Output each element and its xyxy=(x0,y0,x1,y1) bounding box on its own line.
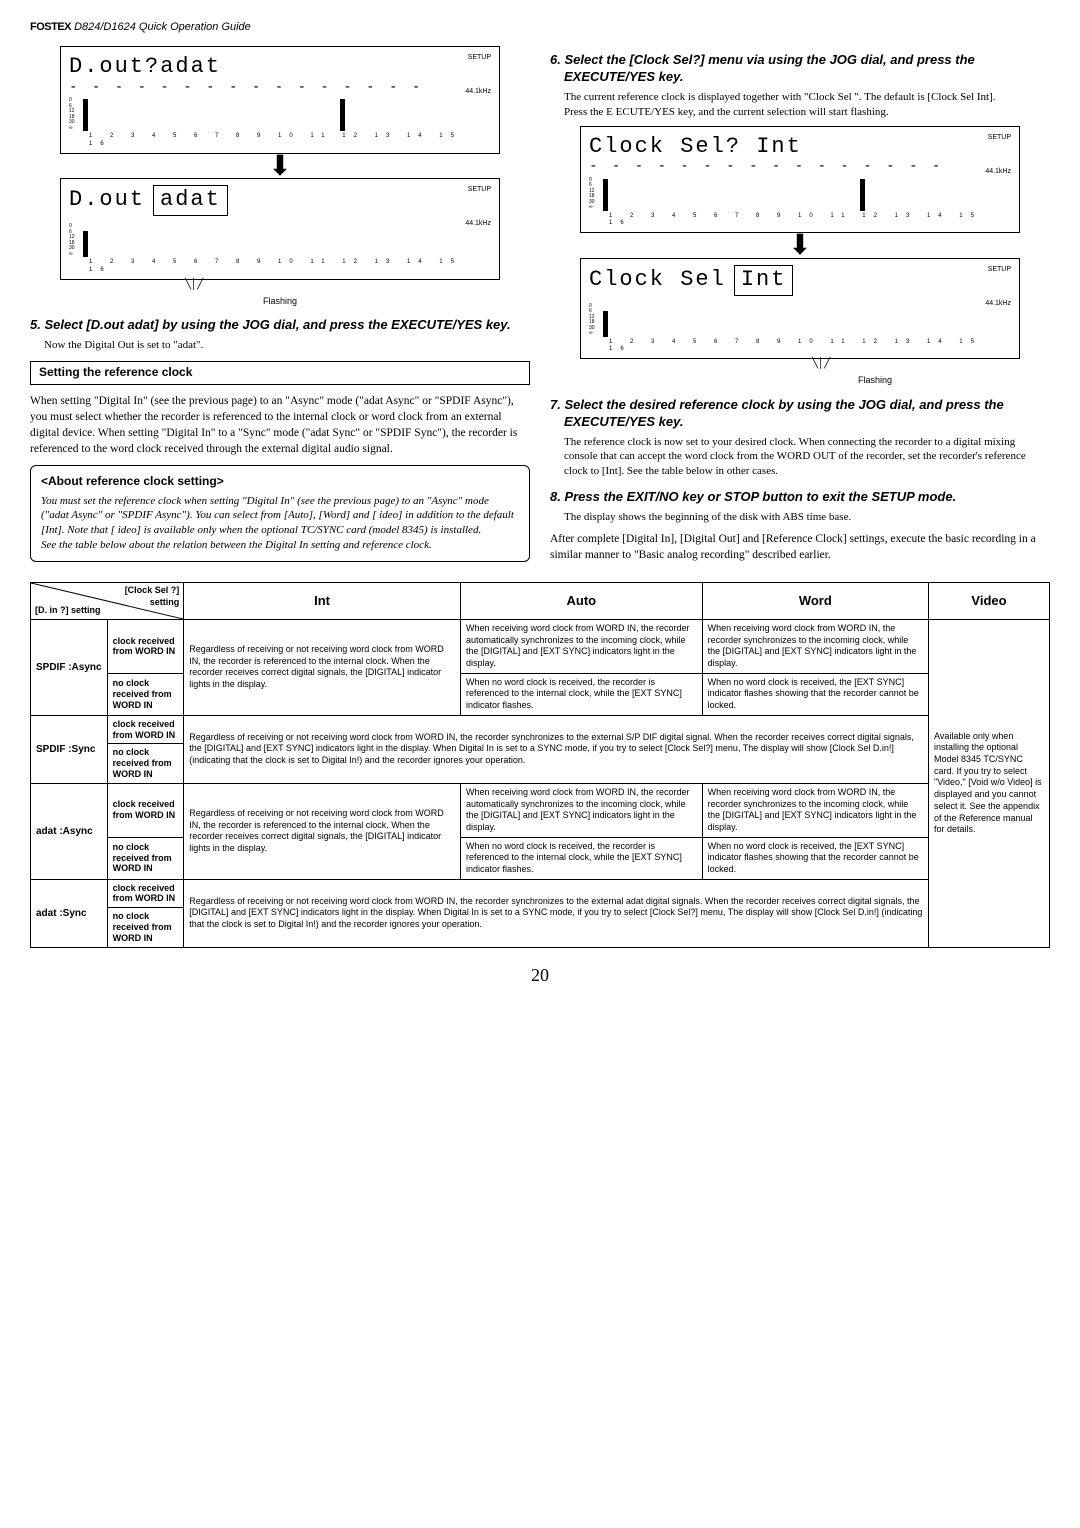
lcd-display-3: SETUP Clock Sel? Int - - - - - - - - - -… xyxy=(580,126,1020,233)
reference-clock-table: [Clock Sel ?] setting [D. in ?] setting … xyxy=(30,582,1050,948)
lcd-display-2: SETUP D.out adat 44.1kHz 06121830∞ 1 2 3… xyxy=(60,178,500,279)
row-adat-sync: adat :Sync xyxy=(31,879,108,947)
col-word: Word xyxy=(702,583,928,620)
left-column: SETUP D.out?adat - - - - - - - - - - - -… xyxy=(30,42,530,570)
row-spdif-async: SPDIF :Async xyxy=(31,620,108,716)
col-auto: Auto xyxy=(460,583,702,620)
arrow-icon: ⬇ xyxy=(60,158,500,175)
step-5-heading: 5. Select [D.out adat] by using the JOG … xyxy=(30,317,530,334)
arrow-icon: ⬇ xyxy=(580,237,1020,254)
body-paragraph: When setting "Digital In" (see the previ… xyxy=(30,393,530,457)
after-paragraph: After complete [Digital In], [Digital Ou… xyxy=(550,531,1050,563)
video-cell: Available only when installing the optio… xyxy=(929,620,1050,948)
brand: FOSTEX xyxy=(30,21,71,33)
col-int: Int xyxy=(184,583,461,620)
step-8-body: The display shows the beginning of the d… xyxy=(564,510,1050,525)
step-6-heading: 6. Select the [Clock Sel?] menu via usin… xyxy=(550,52,1050,86)
step-7-heading: 7. Select the desired reference clock by… xyxy=(550,397,1050,431)
row-adat-async: adat :Async xyxy=(31,783,108,879)
note-heading: <About reference clock setting> xyxy=(41,474,519,490)
lcd-display-4: SETUP Clock Sel Int 44.1kHz 06121830∞ 1 … xyxy=(580,258,1020,359)
lcd-display-1: SETUP D.out?adat - - - - - - - - - - - -… xyxy=(60,46,500,153)
page-header: FOSTEX D824/D1624 Quick Operation Guide xyxy=(30,20,1050,34)
note-body: You must set the reference clock when se… xyxy=(41,494,519,553)
step-8-heading: 8. Press the EXIT/NO key or STOP button … xyxy=(550,489,1050,506)
doc-title: D824/D1624 Quick Operation Guide xyxy=(74,21,251,33)
step-6-body: The current reference clock is displayed… xyxy=(564,90,1050,120)
step-5-body: Now the Digital Out is set to "adat". xyxy=(44,338,530,353)
section-heading: Setting the reference clock xyxy=(30,361,530,385)
page-number: 20 xyxy=(30,964,1050,987)
step-7-body: The reference clock is now set to your d… xyxy=(564,435,1050,480)
note-box: <About reference clock setting> You must… xyxy=(30,465,530,562)
right-column: 6. Select the [Clock Sel?] menu via usin… xyxy=(550,42,1050,570)
table-corner: [Clock Sel ?] setting [D. in ?] setting xyxy=(31,583,184,620)
row-spdif-sync: SPDIF :Sync xyxy=(31,715,108,783)
col-video: Video xyxy=(929,583,1050,620)
